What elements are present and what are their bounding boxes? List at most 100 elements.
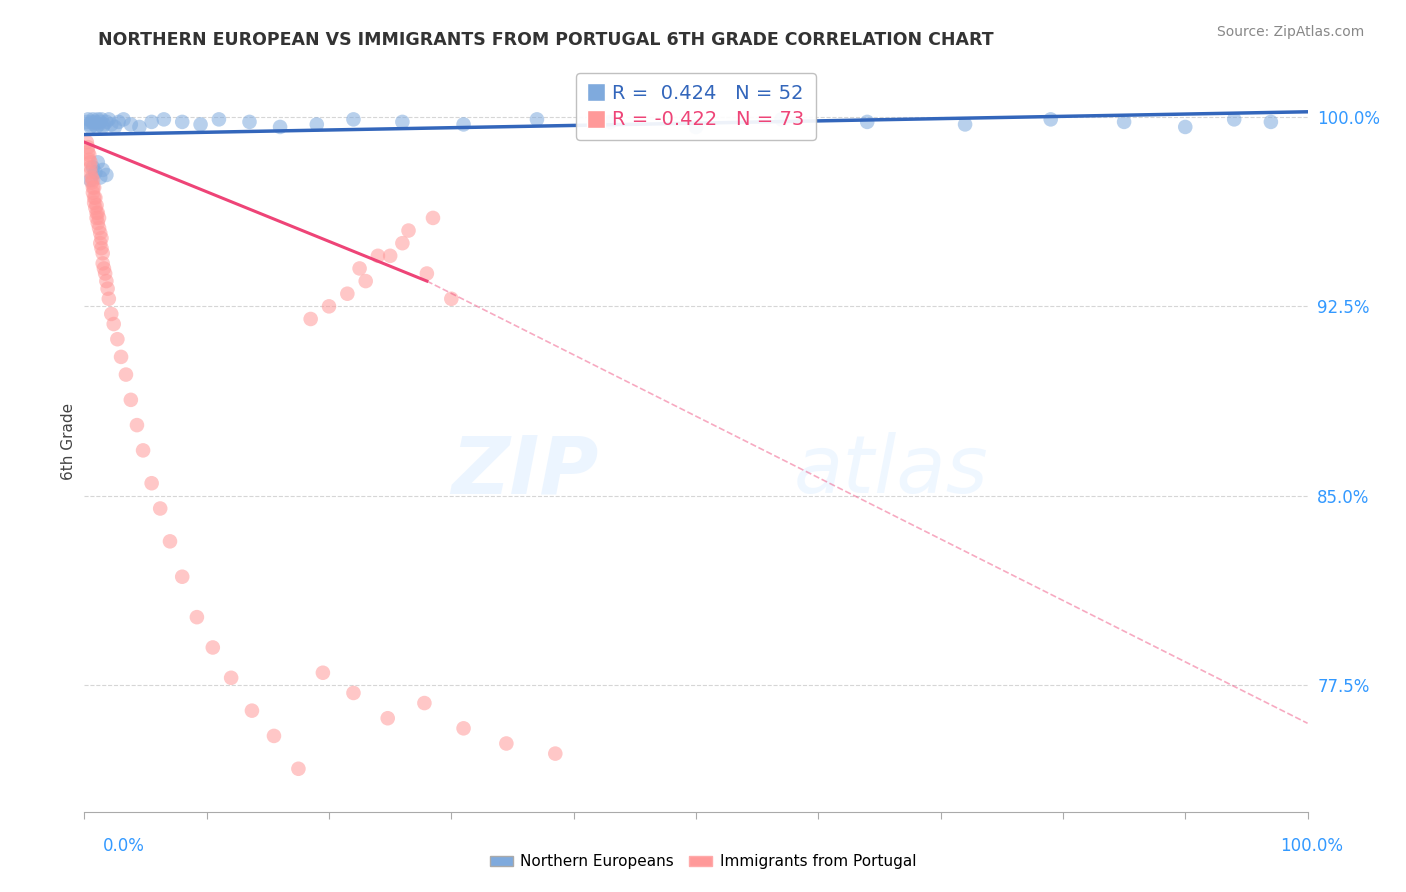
Point: [422, 211, 444, 225]
Point: [599, 115, 621, 129]
Point: [76, 135, 98, 149]
Point: [208, 112, 231, 127]
Point: [90, 241, 112, 255]
Point: [96, 274, 118, 288]
Point: [87, 206, 110, 220]
Point: [112, 112, 135, 127]
Point: [125, 418, 148, 433]
Legend: R =  0.424   N = 52, R = -0.422   N = 73: R = 0.424 N = 52, R = -0.422 N = 73: [576, 73, 815, 140]
Point: [391, 115, 413, 129]
Point: [391, 236, 413, 251]
Point: [120, 117, 142, 131]
Point: [770, 112, 793, 127]
Point: [77, 112, 100, 127]
Text: NORTHERN EUROPEAN VS IMMIGRANTS FROM PORTUGAL 6TH GRADE CORRELATION CHART: NORTHERN EUROPEAN VS IMMIGRANTS FROM POR…: [98, 31, 994, 49]
Point: [84, 115, 107, 129]
Point: [96, 168, 118, 182]
Point: [354, 274, 377, 288]
Point: [83, 117, 105, 131]
Point: [79, 173, 101, 187]
Point: [87, 211, 110, 225]
Point: [87, 221, 110, 235]
Point: [82, 173, 104, 187]
Text: Source: ZipAtlas.com: Source: ZipAtlas.com: [1216, 25, 1364, 39]
Point: [1174, 120, 1197, 134]
Point: [80, 115, 103, 129]
Point: [79, 161, 101, 175]
Point: [440, 292, 463, 306]
Point: [80, 170, 103, 185]
Point: [79, 165, 101, 179]
Point: [342, 686, 364, 700]
Point: [685, 120, 707, 134]
Point: [86, 211, 108, 225]
Point: [89, 115, 111, 129]
Point: [186, 610, 208, 624]
Point: [82, 180, 104, 194]
Point: [77, 153, 100, 167]
Point: [87, 112, 110, 127]
Point: [86, 206, 108, 220]
Point: [77, 145, 100, 160]
Point: [336, 286, 359, 301]
Point: [90, 112, 112, 127]
Point: [141, 115, 163, 129]
Point: [82, 161, 104, 175]
Text: atlas: atlas: [794, 432, 988, 510]
Point: [77, 147, 100, 161]
Point: [94, 267, 117, 281]
Point: [120, 392, 142, 407]
Point: [90, 231, 112, 245]
Point: [342, 112, 364, 127]
Point: [159, 534, 181, 549]
Point: [1114, 115, 1136, 129]
Point: [82, 186, 104, 200]
Point: [312, 665, 335, 680]
Point: [93, 261, 115, 276]
Point: [115, 368, 138, 382]
Point: [367, 249, 389, 263]
Point: [240, 704, 263, 718]
Point: [80, 176, 103, 190]
Point: [398, 223, 420, 237]
Point: [89, 170, 111, 185]
Point: [100, 307, 122, 321]
Point: [104, 120, 127, 134]
Point: [91, 120, 114, 134]
Point: [77, 117, 100, 131]
Point: [79, 120, 101, 134]
Point: [132, 443, 155, 458]
Point: [305, 117, 328, 131]
Point: [219, 671, 242, 685]
Point: [495, 737, 517, 751]
Point: [76, 115, 98, 129]
Point: [84, 191, 107, 205]
Point: [84, 201, 107, 215]
Point: [1223, 112, 1246, 127]
Point: [77, 140, 100, 154]
Point: [190, 117, 212, 131]
Point: [87, 117, 110, 131]
Point: [84, 165, 107, 179]
Point: [87, 155, 110, 169]
Point: [82, 112, 104, 127]
Point: [299, 312, 322, 326]
Point: [172, 570, 194, 584]
Point: [141, 476, 163, 491]
Point: [91, 256, 114, 270]
Point: [172, 115, 194, 129]
Point: [110, 350, 132, 364]
Point: [238, 115, 260, 129]
Point: [89, 236, 111, 251]
Point: [103, 317, 125, 331]
Y-axis label: 6th Grade: 6th Grade: [60, 403, 76, 480]
Point: [100, 117, 122, 131]
Point: [349, 261, 371, 276]
Point: [453, 117, 475, 131]
Point: [413, 696, 436, 710]
Point: [453, 722, 475, 736]
Point: [79, 155, 101, 169]
Point: [105, 332, 128, 346]
Point: [1260, 115, 1282, 129]
Point: [87, 216, 110, 230]
